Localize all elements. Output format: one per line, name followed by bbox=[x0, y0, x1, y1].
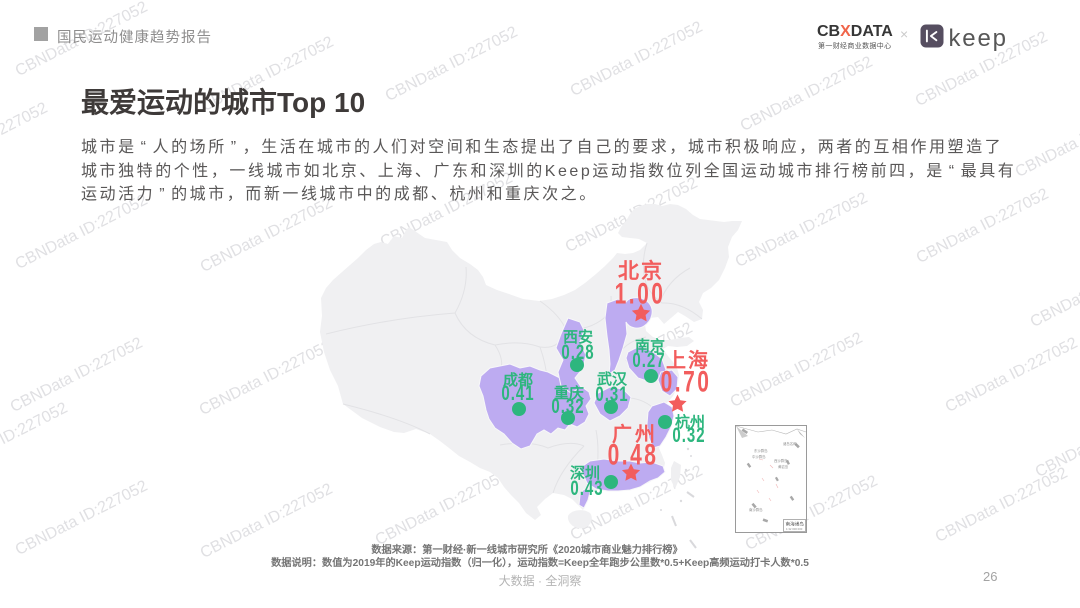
svg-text:黄岩岛: 黄岩岛 bbox=[778, 464, 789, 469]
svg-text:诸岛名称: 诸岛名称 bbox=[783, 441, 797, 446]
svg-text:1:32 000 000: 1:32 000 000 bbox=[786, 527, 803, 531]
svg-text:南海诸岛: 南海诸岛 bbox=[786, 521, 805, 528]
svg-text:keep: keep bbox=[948, 25, 1007, 52]
svg-text:中沙群岛: 中沙群岛 bbox=[752, 454, 766, 459]
svg-text:南沙群岛: 南沙群岛 bbox=[749, 507, 763, 512]
svg-text:东沙群岛: 东沙群岛 bbox=[754, 448, 768, 453]
svg-text:西沙群岛: 西沙群岛 bbox=[774, 458, 788, 463]
